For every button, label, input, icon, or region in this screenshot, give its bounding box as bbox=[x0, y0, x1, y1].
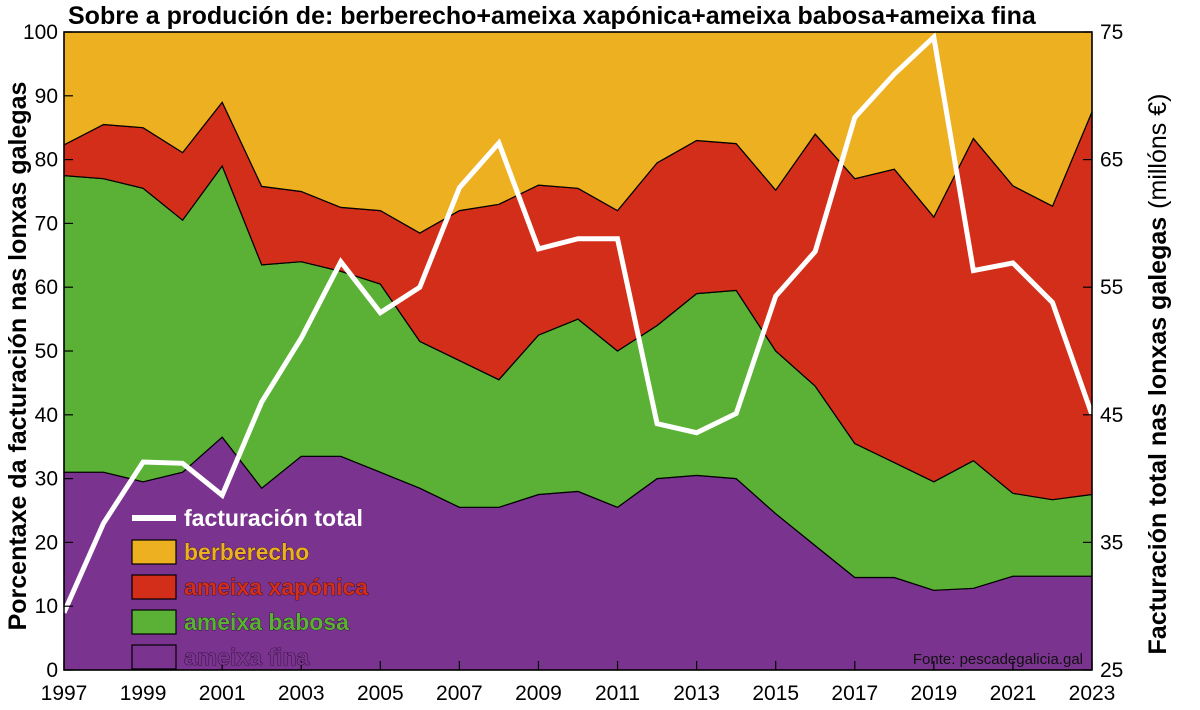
x-tick-label: 2013 bbox=[673, 682, 720, 705]
legend-swatch-ameixa-xapónica bbox=[131, 574, 177, 600]
y-tick-label: 30 bbox=[35, 468, 58, 491]
source-note: Fonte: pescadegalicia.gal bbox=[913, 651, 1083, 668]
x-tick-label: 2001 bbox=[199, 682, 246, 705]
y-tick-label: 40 bbox=[35, 404, 58, 427]
legend-label-ameixa-babosa: ameixa babosa bbox=[184, 609, 349, 635]
x-tick-label: 2019 bbox=[910, 682, 957, 705]
y-tick-label: 90 bbox=[35, 85, 58, 108]
y2-axis-label-unit: (millóns €) bbox=[1144, 94, 1172, 209]
legend: facturación total berberecho ameixa xapóni… bbox=[131, 505, 369, 670]
x-tick-label: 2009 bbox=[515, 682, 562, 705]
y-axis-label: Porcentaxe da facturación nas lonxas gal… bbox=[4, 82, 32, 631]
y2-axis-label-main: Facturación total nas lonxas galegas bbox=[1144, 217, 1172, 655]
x-tick-label: 2003 bbox=[278, 682, 325, 705]
y2-tick-label: 35 bbox=[1100, 531, 1123, 554]
y2-tick-label: 55 bbox=[1100, 276, 1123, 299]
y-tick-label: 100 bbox=[23, 21, 58, 44]
y2-axis-label: Facturación total nas lonxas galegas (mil… bbox=[1144, 94, 1172, 655]
legend-label-berberecho: berberecho bbox=[184, 539, 309, 565]
x-tick-label: 2015 bbox=[752, 682, 799, 705]
x-tick-label: 2011 bbox=[595, 682, 640, 705]
y-tick-label: 60 bbox=[35, 276, 58, 299]
legend-swatch-berberecho bbox=[131, 539, 177, 565]
x-tick-label: 2005 bbox=[357, 682, 404, 705]
y-tick-label: 50 bbox=[35, 340, 58, 363]
legend-swatch-ameixa-babosa bbox=[131, 609, 177, 635]
legend-label-facturacion-total: facturación total bbox=[184, 505, 363, 531]
axes-layer: 0 10 20 30 40 50 60 70 80 90 100 25 35 45 55 65 75 1997 19… bbox=[23, 21, 1123, 705]
y-tick-label: 10 bbox=[35, 595, 58, 618]
x-tick-label: 2021 bbox=[990, 682, 1037, 705]
y-tick-label: 80 bbox=[35, 149, 58, 172]
y-tick-label: 70 bbox=[35, 212, 58, 235]
x-tick-label: 2023 bbox=[1069, 682, 1116, 705]
y-tick-label: 20 bbox=[35, 531, 58, 554]
legend-label-ameixa-fina: ameixa fina bbox=[184, 644, 309, 670]
line-facturacion-total bbox=[61, 32, 1095, 614]
y2-tick-label: 75 bbox=[1100, 21, 1123, 44]
y2-tick-label: 65 bbox=[1100, 149, 1123, 172]
x-tick-label: 2017 bbox=[831, 682, 878, 705]
x-tick-label: 1999 bbox=[120, 682, 167, 705]
y2-tick-label: 45 bbox=[1100, 404, 1123, 427]
legend-swatch-ameixa-fina bbox=[131, 644, 177, 670]
y2-tick-label: 25 bbox=[1100, 659, 1123, 682]
chart-title: Sobre a produción de: berberecho+ameixa … bbox=[68, 2, 1037, 30]
y-tick-label: 0 bbox=[46, 659, 58, 682]
x-tick-label: 1997 bbox=[41, 682, 88, 705]
legend-label-ameixa-xapónica: ameixa xapónica bbox=[184, 574, 368, 600]
plot-layer bbox=[61, 31, 1095, 671]
x-tick-label: 2007 bbox=[436, 682, 483, 705]
